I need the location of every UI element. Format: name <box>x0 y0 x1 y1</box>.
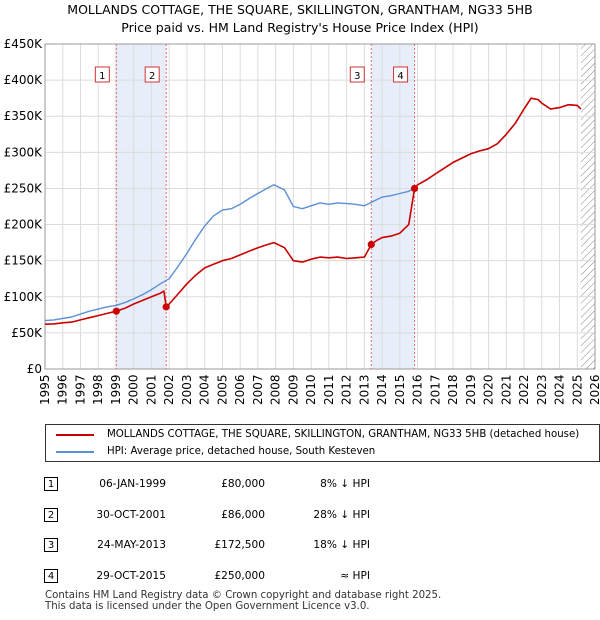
sale-price: £80,000 <box>221 478 265 490</box>
x-tick-label: 2013 <box>357 374 371 405</box>
legend-swatch-hpi <box>56 450 94 453</box>
sale-date: 30-OCT-2001 <box>96 509 166 521</box>
x-tick-label: 2009 <box>286 374 300 405</box>
x-tick-label: 2023 <box>535 374 549 405</box>
sale-date: 24-MAY-2013 <box>97 539 166 551</box>
sale-row: 4 29-OCT-2015 £250,000 ≈ HPI <box>0 568 600 588</box>
price-chart: MOLLANDS COTTAGE, THE SQUARE, SKILLINGTO… <box>4 2 600 405</box>
annotation-label: 4 <box>397 71 403 82</box>
chart-title: MOLLANDS COTTAGE, THE SQUARE, SKILLINGTO… <box>67 2 532 17</box>
sale-period-shade <box>116 44 167 369</box>
sale-number-badge: 1 <box>44 477 58 491</box>
x-tick-label: 2022 <box>517 374 531 405</box>
x-tick-label: 2005 <box>215 374 229 405</box>
sale-hpi-comparison: 8% ↓ HPI <box>320 478 370 490</box>
annotation-label: 2 <box>149 71 155 82</box>
footer: Contains HM Land Registry data © Crown c… <box>45 590 441 612</box>
y-tick-label: £300K <box>4 145 44 159</box>
x-tick-label: 2007 <box>251 374 265 405</box>
sale-number-badge: 2 <box>44 508 58 522</box>
forecast-hatch <box>580 44 595 369</box>
y-tick-label: £0 <box>27 362 42 376</box>
annotation-box <box>393 66 409 83</box>
legend-item-property: MOLLANDS COTTAGE, THE SQUARE, SKILLINGTO… <box>56 429 579 440</box>
annotation-box <box>94 66 110 83</box>
y-tick-label: £250K <box>4 181 44 195</box>
sale-point <box>367 240 375 249</box>
sale-point <box>162 303 170 311</box>
y-tick-label: £100K <box>4 290 44 304</box>
sale-number-badge: 3 <box>44 538 58 552</box>
x-tick-label: 2003 <box>180 374 194 405</box>
sale-row: 2 30-OCT-2001 £86,000 28% ↓ HPI <box>0 507 600 527</box>
x-tick-label: 2008 <box>269 374 283 405</box>
x-tick-label: 2024 <box>553 374 567 405</box>
sale-date: 29-OCT-2015 <box>96 570 166 582</box>
legend-item-hpi: HPI: Average price, detached house, Sout… <box>56 446 375 457</box>
x-tick-label: 2004 <box>198 374 212 405</box>
y-tick-label: £350K <box>4 109 44 123</box>
x-tick-label: 2000 <box>127 374 141 405</box>
annotation-label: 3 <box>354 71 360 82</box>
chart-subtitle: Price paid vs. HM Land Registry's House … <box>121 20 478 35</box>
sale-price: £250,000 <box>214 570 265 582</box>
y-tick-label: £450K <box>4 37 44 51</box>
x-tick-label: 1997 <box>73 374 87 405</box>
x-tick-label: 2016 <box>411 374 425 405</box>
x-tick-label: 2015 <box>393 374 407 405</box>
footer-copyright: Contains HM Land Registry data © Crown c… <box>45 590 442 601</box>
x-tick-label: 2017 <box>428 374 442 405</box>
x-tick-label: 2011 <box>322 374 336 405</box>
x-tick-label: 2021 <box>499 374 513 405</box>
y-tick-label: £400K <box>4 73 44 87</box>
sale-price: £86,000 <box>221 509 265 521</box>
annotation-box <box>144 66 160 83</box>
legend-label-hpi: HPI: Average price, detached house, Sout… <box>107 446 376 457</box>
x-tick-label: 2020 <box>482 374 496 405</box>
annotation-box <box>349 66 365 83</box>
sale-point <box>410 184 419 193</box>
x-tick-label: 1999 <box>109 374 123 405</box>
x-tick-label: 2001 <box>144 374 158 405</box>
footer-licence: This data is licensed under the Open Gov… <box>45 601 370 612</box>
x-tick-label: 2019 <box>464 374 478 405</box>
sale-row: 1 06-JAN-1999 £80,000 8% ↓ HPI <box>0 476 600 496</box>
sale-number-badge: 4 <box>44 569 58 583</box>
sale-date: 06-JAN-1999 <box>99 478 166 490</box>
property-series-line <box>44 97 582 325</box>
sale-row: 3 24-MAY-2013 £172,500 18% ↓ HPI <box>0 537 600 557</box>
x-tick-label: 1996 <box>56 374 70 405</box>
x-tick-label: 2014 <box>375 374 389 405</box>
x-tick-label: 2010 <box>304 374 318 405</box>
y-tick-label: £150K <box>4 254 44 268</box>
sale-hpi-comparison: 28% ↓ HPI <box>313 509 370 521</box>
sale-price: £172,500 <box>214 539 265 551</box>
sale-point <box>112 307 120 315</box>
x-tick-label: 1995 <box>38 374 52 405</box>
annotation-label: 1 <box>99 71 105 82</box>
x-tick-label: 1998 <box>91 374 105 405</box>
y-tick-label: £50K <box>11 326 43 340</box>
x-tick-label: 2025 <box>570 374 584 405</box>
plot-border <box>44 43 596 370</box>
legend-label-property: MOLLANDS COTTAGE, THE SQUARE, SKILLINGTO… <box>107 429 580 440</box>
sale-hpi-comparison: ≈ HPI <box>340 570 370 582</box>
x-tick-label: 2012 <box>340 374 354 405</box>
x-tick-label: 2018 <box>446 374 460 405</box>
sale-period-shade <box>371 44 415 369</box>
legend-swatch-property <box>56 433 94 436</box>
x-tick-label: 2006 <box>233 374 247 405</box>
y-tick-label: £200K <box>4 218 44 232</box>
x-tick-label: 2026 <box>588 374 600 405</box>
x-tick-label: 2002 <box>162 374 176 405</box>
legend: MOLLANDS COTTAGE, THE SQUARE, SKILLINGTO… <box>45 424 600 462</box>
sale-hpi-comparison: 18% ↓ HPI <box>313 539 370 551</box>
